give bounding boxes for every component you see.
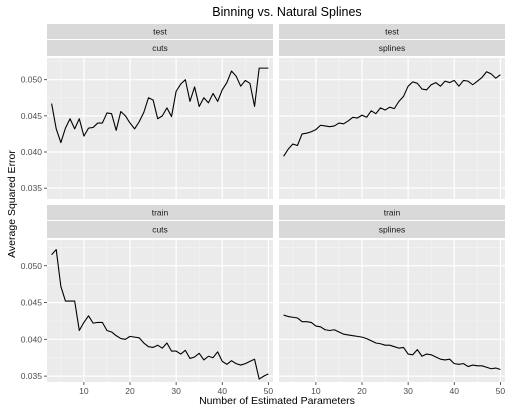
x-tick-label: 30 bbox=[171, 386, 181, 396]
x-tick-label: 10 bbox=[311, 386, 321, 396]
strip-row-bg bbox=[279, 205, 505, 220]
chart-title: Binning vs. Natural Splines bbox=[212, 5, 361, 19]
strip-col-bg bbox=[279, 40, 505, 56]
x-tick-label: 30 bbox=[403, 386, 413, 396]
panel-background bbox=[279, 240, 505, 382]
x-tick-label: 10 bbox=[79, 386, 89, 396]
facet-panel-train-splines: train splines 10 20 30 40 50 bbox=[279, 205, 505, 396]
series-line-test-splines bbox=[283, 71, 501, 157]
series-line-train-cuts bbox=[51, 249, 269, 380]
x-tick-label: 20 bbox=[125, 386, 135, 396]
facet-panel-test-cuts: test cuts 0.035 0.040 0.045 0.050 bbox=[21, 24, 273, 199]
strip-row-bg bbox=[279, 24, 505, 39]
y-tick-label: 0.045 bbox=[21, 111, 43, 121]
facet-panels: testcuts0.0350.0400.0450.050testsplinest… bbox=[21, 24, 505, 396]
strip-col-label: cuts bbox=[152, 43, 168, 53]
y-tick-label: 0.040 bbox=[21, 334, 43, 344]
facet-panel-test-splines: test splines bbox=[279, 24, 505, 199]
y-tick-label: 0.045 bbox=[21, 298, 43, 308]
strip-row-label: train bbox=[152, 208, 169, 218]
strip-row-bg bbox=[47, 205, 273, 220]
strip-col-bg bbox=[47, 40, 273, 56]
panel-background bbox=[47, 240, 273, 382]
strip-row-label: test bbox=[153, 27, 167, 37]
strip-col-label: splines bbox=[379, 225, 405, 235]
strip-row-bg bbox=[47, 24, 273, 39]
y-tick-label: 0.040 bbox=[21, 147, 43, 157]
y-tick-label: 0.050 bbox=[21, 261, 43, 271]
series-line-train-splines bbox=[283, 314, 501, 371]
strip-row-label: test bbox=[385, 27, 399, 37]
strip-col-label: cuts bbox=[152, 225, 168, 235]
facet-panel-train-cuts: train cuts 0.035 0.040 0.045 0.050 10 20 30 40 50 bbox=[21, 205, 274, 396]
x-tick-label: 40 bbox=[450, 386, 460, 396]
x-tick-label: 20 bbox=[357, 386, 367, 396]
x-tick-label: 50 bbox=[496, 386, 506, 396]
strip-col-label: splines bbox=[379, 43, 405, 53]
strip-col-bg bbox=[47, 221, 273, 238]
y-tick-label: 0.035 bbox=[21, 371, 43, 381]
strip-col-bg bbox=[279, 221, 505, 238]
strip-row-label: train bbox=[384, 208, 401, 218]
x-tick-label: 50 bbox=[264, 386, 274, 396]
y-tick-label: 0.050 bbox=[21, 75, 43, 85]
y-tick-label: 0.035 bbox=[21, 183, 43, 193]
x-tick-label: 40 bbox=[218, 386, 228, 396]
series-line-test-cuts bbox=[51, 67, 269, 144]
x-axis-label: Number of Estimated Parameters bbox=[199, 395, 355, 407]
y-axis-label: Average Squared Error bbox=[6, 150, 18, 258]
panel-background bbox=[47, 58, 273, 199]
